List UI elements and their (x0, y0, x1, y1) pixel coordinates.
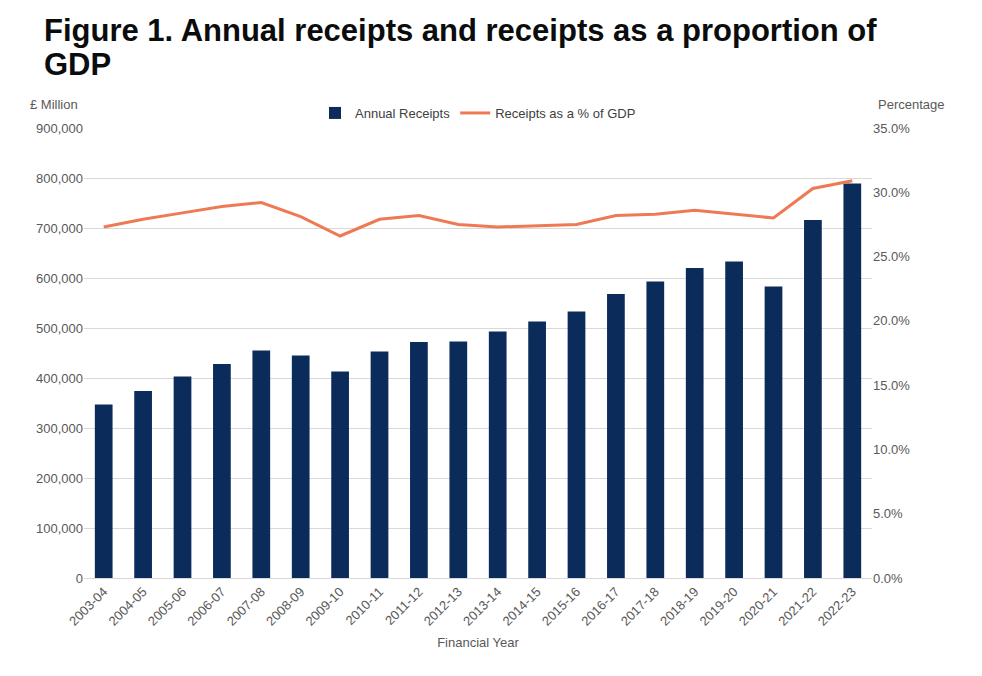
svg-text:2010-11: 2010-11 (343, 584, 387, 628)
svg-text:£ Million: £ Million (30, 97, 78, 112)
svg-text:2022-23: 2022-23 (815, 584, 859, 628)
svg-text:400,000: 400,000 (36, 371, 83, 386)
svg-text:15.0%: 15.0% (873, 378, 910, 393)
svg-text:2004-05: 2004-05 (105, 584, 149, 628)
svg-text:2013-14: 2013-14 (460, 584, 504, 628)
svg-text:2014-15: 2014-15 (499, 584, 543, 628)
svg-text:Annual Receipts: Annual Receipts (355, 106, 450, 121)
svg-text:Receipts as a % of GDP: Receipts as a % of GDP (495, 106, 635, 121)
svg-text:2008-09: 2008-09 (263, 584, 307, 628)
svg-text:10.0%: 10.0% (873, 442, 910, 457)
svg-text:900,000: 900,000 (36, 121, 83, 136)
svg-text:2005-06: 2005-06 (145, 584, 189, 628)
svg-text:2009-10: 2009-10 (302, 584, 346, 628)
svg-text:300,000: 300,000 (36, 421, 83, 436)
svg-text:25.0%: 25.0% (873, 249, 910, 264)
svg-text:700,000: 700,000 (36, 221, 83, 236)
svg-text:2015-16: 2015-16 (539, 584, 583, 628)
svg-text:600,000: 600,000 (36, 271, 83, 286)
svg-text:5.0%: 5.0% (873, 506, 903, 521)
svg-text:2006-07: 2006-07 (184, 584, 228, 628)
svg-text:2021-22: 2021-22 (775, 584, 819, 628)
svg-text:500,000: 500,000 (36, 321, 83, 336)
svg-text:Percentage: Percentage (878, 97, 945, 112)
svg-text:2011-12: 2011-12 (382, 584, 426, 628)
svg-text:2018-19: 2018-19 (657, 584, 701, 628)
svg-text:0.0%: 0.0% (873, 571, 903, 586)
svg-text:2003-04: 2003-04 (66, 584, 110, 628)
svg-text:200,000: 200,000 (36, 471, 83, 486)
svg-text:30.0%: 30.0% (873, 185, 910, 200)
svg-text:20.0%: 20.0% (873, 313, 910, 328)
svg-text:2012-13: 2012-13 (421, 584, 465, 628)
svg-text:2007-08: 2007-08 (224, 584, 268, 628)
svg-text:2016-17: 2016-17 (578, 584, 622, 628)
html-text:Figure 1. Annual receipts and: Figure 1. Annual receipts and receipts a… (44, 13, 877, 82)
svg-text:100,000: 100,000 (36, 521, 83, 536)
svg-text:Financial Year: Financial Year (437, 635, 519, 650)
svg-text:2020-21: 2020-21 (736, 584, 780, 628)
svg-text:800,000: 800,000 (36, 171, 83, 186)
svg-text:35.0%: 35.0% (873, 121, 910, 136)
svg-text:2019-20: 2019-20 (696, 584, 740, 628)
svg-text:2017-18: 2017-18 (618, 584, 662, 628)
svg-text:0: 0 (76, 571, 83, 586)
